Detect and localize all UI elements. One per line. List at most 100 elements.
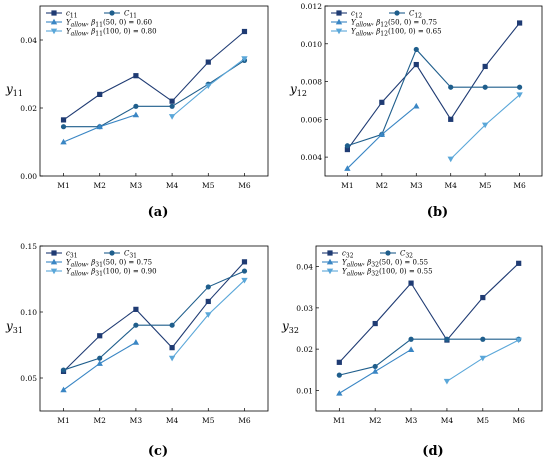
series-yallow <box>447 92 523 163</box>
series-line <box>63 261 245 372</box>
legend-label: C31 <box>124 250 137 260</box>
data-point <box>205 59 211 65</box>
data-point <box>132 111 140 118</box>
series-line <box>63 59 245 128</box>
y-tick-label: 0.10 <box>20 308 37 317</box>
series-yallow <box>60 339 140 393</box>
data-point <box>168 114 176 120</box>
data-point <box>379 99 385 105</box>
legend-label: Yallow, β12(100, 0) = 0.65 <box>351 28 442 38</box>
data-point <box>169 322 175 328</box>
data-point <box>169 98 175 104</box>
data-point <box>378 131 386 137</box>
legend-label: c11 <box>66 10 78 20</box>
data-point <box>336 372 342 378</box>
legend-swatch-marker <box>327 250 333 256</box>
data-point <box>372 320 378 327</box>
y-tick-label: 0.010 <box>301 40 323 49</box>
x-tick-label: M2 <box>93 181 106 190</box>
y-tick-label: 0.01 <box>296 386 313 395</box>
legend-label: c12 <box>351 10 363 20</box>
series-yallow <box>443 337 522 385</box>
legend-swatch-marker <box>109 250 115 256</box>
x-tick-label: M1 <box>57 416 69 425</box>
data-point <box>480 294 486 301</box>
x-tick-label: M5 <box>477 416 490 425</box>
x-tick-label: M2 <box>376 181 389 190</box>
series-yallow <box>168 56 248 120</box>
data-point <box>241 259 248 265</box>
data-point <box>371 368 379 374</box>
data-point <box>241 56 248 62</box>
x-tick-label: M2 <box>93 416 106 425</box>
data-point <box>205 83 212 90</box>
data-point <box>169 103 175 109</box>
data-point <box>168 355 176 362</box>
x-tick-label: M3 <box>410 181 423 190</box>
x-tick-label: M1 <box>341 181 353 190</box>
data-point <box>481 122 489 129</box>
y-tick-label: 0.008 <box>301 78 323 87</box>
data-point <box>372 363 378 370</box>
y-tick-label: 0.006 <box>301 115 323 124</box>
data-point <box>444 336 450 342</box>
series-yallow <box>60 111 140 145</box>
y-axis-label: y11 <box>5 82 23 98</box>
data-point <box>413 102 420 109</box>
x-tick-label: M1 <box>57 181 69 190</box>
x-tick-label: M4 <box>166 181 179 190</box>
legend-label: Yallow, β12(50, 0) = 0.75 <box>351 19 437 29</box>
x-tick-label: M3 <box>130 416 143 425</box>
panel-caption: (a) <box>148 205 169 220</box>
data-point <box>344 165 351 171</box>
series-line <box>63 31 245 121</box>
data-point <box>413 46 419 53</box>
y-axis-label: y12 <box>289 82 307 98</box>
plot-frame <box>324 5 543 177</box>
data-point <box>97 91 103 97</box>
series-c12 <box>344 20 523 153</box>
data-point <box>336 390 343 396</box>
x-tick-label: M6 <box>238 181 251 190</box>
x-tick-label: M5 <box>479 181 492 190</box>
series-line <box>63 270 245 371</box>
legend-label: Yallow, β32(100, 0) = 0.55 <box>342 268 433 278</box>
legend-label: c32 <box>342 250 354 260</box>
y-tick-label: 0.04 <box>296 263 313 272</box>
x-tick-label: M4 <box>444 181 457 190</box>
series-line <box>347 48 520 147</box>
x-tick-label: M3 <box>405 416 418 425</box>
data-point <box>205 312 212 318</box>
data-point <box>133 306 139 312</box>
data-point <box>515 337 522 344</box>
legend-swatch-marker <box>335 28 343 35</box>
data-point <box>60 124 67 130</box>
data-point <box>344 146 350 153</box>
data-point <box>408 336 414 342</box>
data-point <box>169 345 175 351</box>
series-line <box>347 105 417 169</box>
legend-swatch-marker <box>394 10 400 16</box>
series-line <box>346 22 521 150</box>
data-point <box>60 386 67 393</box>
data-point <box>205 284 211 290</box>
data-point <box>60 138 67 145</box>
legend-swatch-marker <box>50 268 58 275</box>
y-tick-label: 0.004 <box>301 153 323 162</box>
legend-swatch-marker <box>335 18 343 25</box>
data-point <box>60 117 67 123</box>
plot-frame <box>39 5 269 177</box>
series-yallow <box>344 102 420 171</box>
legend-swatch-marker <box>50 258 58 265</box>
data-point <box>133 322 139 328</box>
x-tick-label: M5 <box>202 181 215 190</box>
series-c31 <box>60 259 248 374</box>
series-line <box>338 262 520 363</box>
data-point <box>516 260 522 266</box>
